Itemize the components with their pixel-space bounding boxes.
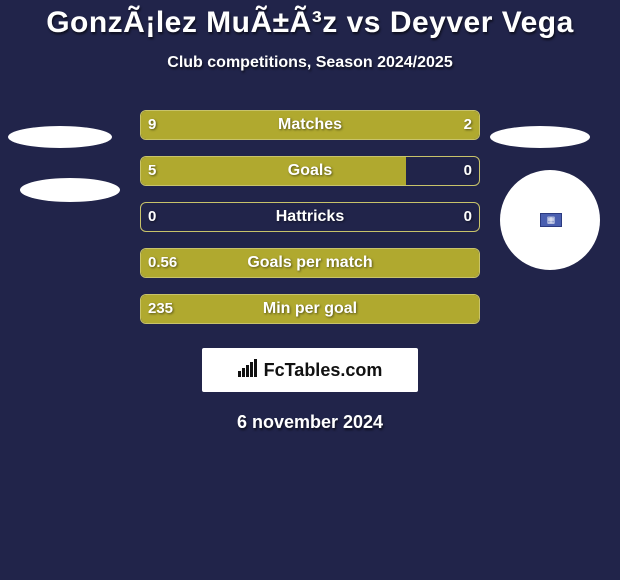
bar-left [141, 249, 480, 277]
bar-track [140, 202, 480, 232]
stat-row: Hattricks00 [0, 202, 620, 232]
bar-track [140, 248, 480, 278]
bar-left [141, 111, 406, 139]
date-label: 6 november 2024 [0, 412, 620, 433]
bar-track [140, 110, 480, 140]
bar-right [404, 111, 479, 139]
bar-chart-icon [238, 359, 260, 382]
stat-row: Min per goal235 [0, 294, 620, 324]
bar-track [140, 294, 480, 324]
page-subtitle: Club competitions, Season 2024/2025 [0, 54, 620, 72]
page-title: GonzÃ¡lez MuÃ±Ã³z vs Deyver Vega [0, 0, 620, 40]
bar-track [140, 156, 480, 186]
brand-label: FcTables.com [238, 359, 383, 382]
comparison-infographic: GonzÃ¡lez MuÃ±Ã³z vs Deyver Vega Club co… [0, 0, 620, 580]
stat-row: Matches92 [0, 110, 620, 140]
bar-left [141, 295, 480, 323]
stat-bars: Matches92 Goals50 Hattricks00 Goals per mat… [0, 110, 620, 324]
brand-box: FcTables.com [202, 348, 418, 392]
stat-row: Goals per match0.56 [0, 248, 620, 278]
brand-text: FcTables.com [264, 360, 383, 381]
stat-row: Goals50 [0, 156, 620, 186]
bar-left [141, 157, 406, 185]
